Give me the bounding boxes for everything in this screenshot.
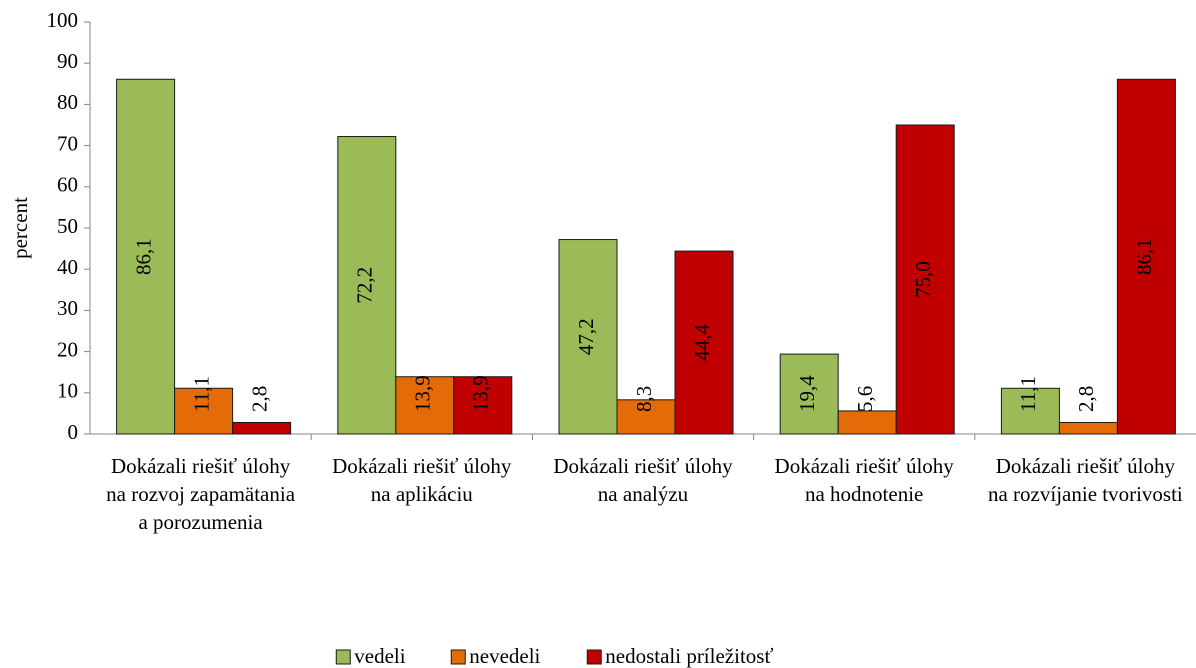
- y-tick-label: 100: [47, 8, 79, 32]
- value-label: 75,0: [911, 261, 935, 298]
- value-label: 8,3: [632, 386, 656, 412]
- value-label: 11,1: [189, 376, 213, 412]
- bar: [674, 250, 734, 435]
- value-label: 13,9: [411, 375, 435, 412]
- bar: [174, 387, 234, 435]
- legend-swatch: [450, 649, 466, 665]
- y-tick-label: 0: [68, 420, 79, 444]
- bar: [337, 136, 397, 435]
- legend-swatch: [335, 649, 351, 665]
- value-label: 2,8: [247, 386, 271, 412]
- y-tick-label: 30: [57, 296, 78, 320]
- legend-label: nedostali príležitosť: [605, 644, 773, 668]
- bar: [558, 239, 618, 435]
- y-tick-label: 80: [57, 90, 78, 114]
- x-tick-label: Dokázali riešiť úlohy na rozvíjanie tvor…: [987, 454, 1183, 506]
- legend-swatch: [586, 649, 602, 665]
- legend-label: nevedeli: [469, 644, 540, 668]
- bar: [779, 353, 839, 435]
- y-tick-label: 20: [57, 337, 78, 361]
- y-tick-label: 40: [57, 255, 78, 279]
- y-tick-label: 10: [57, 379, 78, 403]
- y-tick-label: 50: [57, 214, 78, 238]
- x-tick-label: Dokázali riešiť úlohy na aplikáciu: [332, 454, 512, 506]
- value-label: 44,4: [690, 324, 714, 361]
- y-tick-label: 70: [57, 131, 78, 155]
- x-tick-label: Dokázali riešiť úlohy na analýzu: [553, 454, 733, 506]
- value-label: 5,6: [853, 386, 877, 412]
- value-label: 2,8: [1074, 386, 1098, 412]
- bar: [1058, 421, 1118, 435]
- bar: [116, 78, 176, 435]
- x-tick-label: Dokázali riešiť úlohy na rozvoj zapamäta…: [106, 454, 296, 534]
- y-tick-label: 90: [57, 49, 78, 73]
- value-label: 86,1: [1132, 238, 1156, 275]
- bar: [395, 376, 455, 435]
- y-axis-label: percent: [8, 197, 32, 259]
- bar: [1116, 78, 1176, 435]
- value-label: 11,1: [1016, 376, 1040, 412]
- value-label: 13,9: [469, 375, 493, 412]
- legend-label: vedeli: [354, 644, 405, 668]
- bar: [1000, 387, 1060, 435]
- value-label: 19,4: [795, 375, 819, 412]
- bar: [837, 410, 897, 435]
- bar: [232, 421, 292, 435]
- value-label: 72,2: [353, 267, 377, 304]
- value-label: 47,2: [574, 318, 598, 355]
- bar: [895, 124, 955, 435]
- bar: [616, 399, 676, 435]
- y-tick-label: 60: [57, 173, 78, 197]
- bar: [453, 376, 513, 435]
- x-tick-label: Dokázali riešiť úlohy na hodnotenie: [774, 454, 954, 506]
- value-label: 86,1: [131, 238, 155, 275]
